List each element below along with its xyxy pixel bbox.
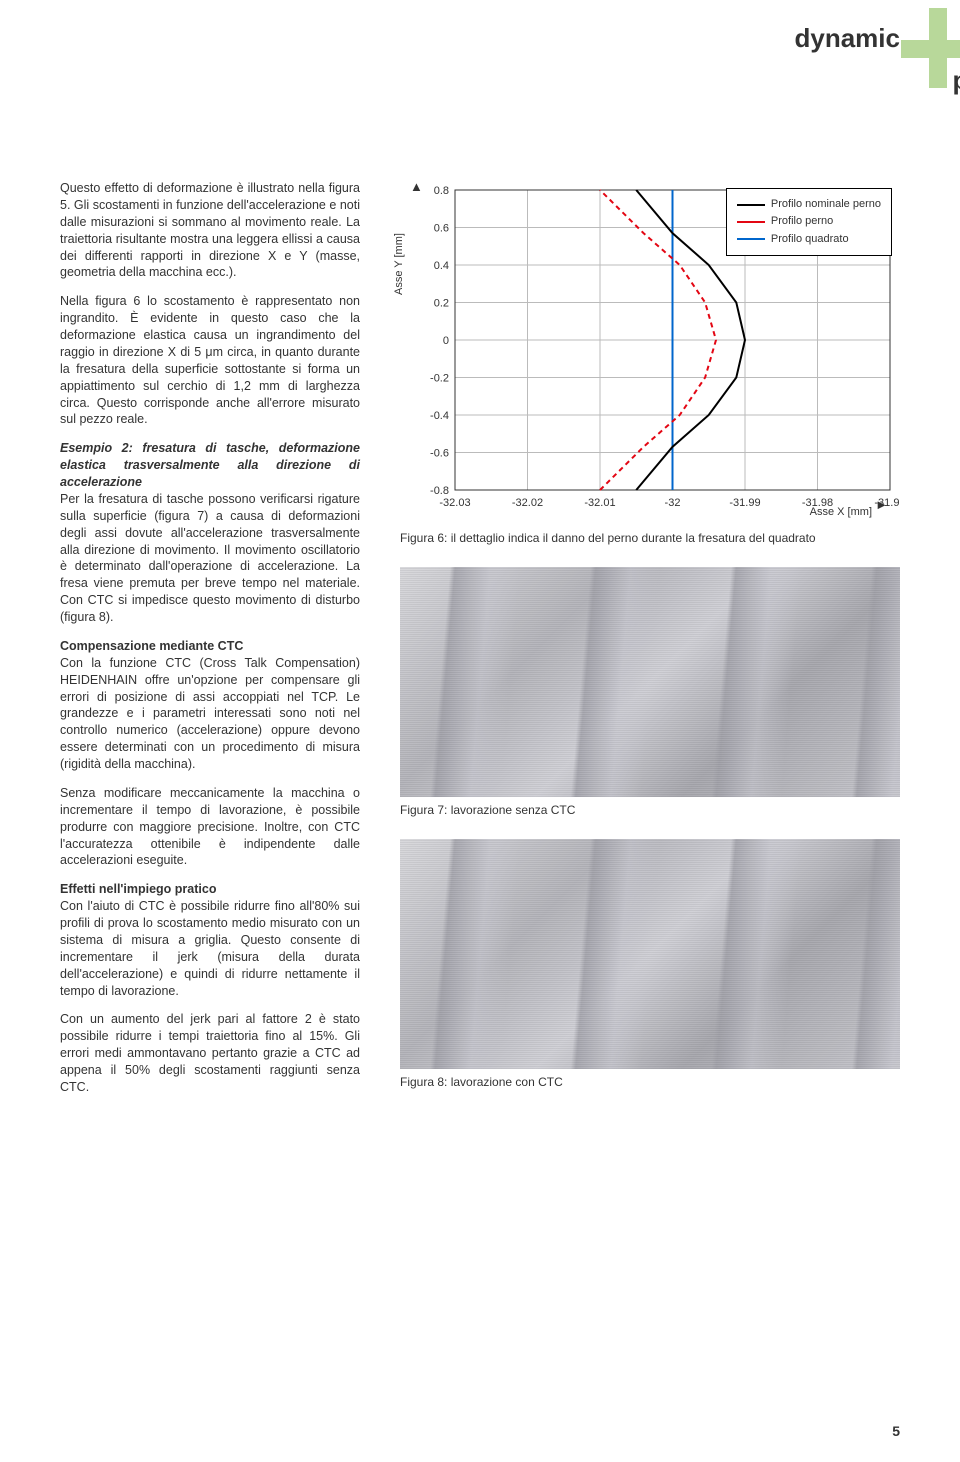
plus-horizontal — [901, 40, 960, 58]
svg-text:0: 0 — [443, 335, 449, 347]
para-4: Con la funzione CTC (Cross Talk Compensa… — [60, 656, 360, 771]
chart-legend: Profilo nominale perno Profilo perno Pro… — [726, 188, 892, 256]
legend-swatch-perno — [737, 221, 765, 223]
y-axis-label: Asse Y [mm] — [392, 233, 407, 295]
logo-word-dynamic: dynamic — [795, 23, 901, 53]
svg-text:-0.2: -0.2 — [430, 373, 449, 385]
svg-text:-31.99: -31.99 — [729, 497, 760, 509]
svg-text:0.6: 0.6 — [434, 223, 449, 235]
header-logo: dynamic precision — [795, 20, 901, 56]
caption-fig7: Figura 7: lavorazione senza CTC — [400, 802, 900, 819]
legend-label-quad: Profilo quadrato — [771, 232, 849, 247]
x-axis-label: Asse X [mm] — [810, 505, 872, 520]
legend-label-nominal: Profilo nominale perno — [771, 197, 881, 212]
svg-text:-0.8: -0.8 — [430, 485, 449, 497]
legend-swatch-quad — [737, 238, 765, 240]
legend-row-nominal: Profilo nominale perno — [737, 197, 881, 212]
right-column: 0.8 0.6 0.4 0.2 0 -0.2 -0.4 -0.6 -0.8-32.03 -32.0… — [400, 180, 900, 1110]
heading-example2: Esempio 2: fresatura di tasche, deformaz… — [60, 441, 360, 489]
page-number: 5 — [892, 1422, 900, 1442]
left-column: Questo effetto di deformazione è illustr… — [60, 180, 360, 1108]
para-5: Senza modificare meccanicamente la macch… — [60, 785, 360, 869]
chart-figure6: 0.8 0.6 0.4 0.2 0 -0.2 -0.4 -0.6 -0.8-32.03 -32.0… — [400, 180, 900, 520]
x-axis-arrow-icon: ► — [875, 496, 888, 514]
heading-ctc: Compensazione mediante CTC — [60, 639, 243, 653]
para-7: Con un aumento del jerk pari al fattore … — [60, 1011, 360, 1095]
heading-effects: Effetti nell'impiego pratico — [60, 882, 216, 896]
legend-label-perno: Profilo perno — [771, 214, 833, 229]
caption-fig8: Figura 8: lavorazione con CTC — [400, 1074, 900, 1091]
para-1: Questo effetto di deformazione è illustr… — [60, 180, 360, 281]
svg-text:0.8: 0.8 — [434, 185, 449, 197]
figure7-photo — [400, 567, 900, 797]
legend-swatch-nominal — [737, 204, 765, 206]
y-axis-arrow-icon: ▲ — [410, 178, 423, 196]
svg-text:0.4: 0.4 — [434, 260, 449, 272]
caption-fig6: Figura 6: il dettaglio indica il danno d… — [400, 530, 900, 547]
svg-text:-32.01: -32.01 — [584, 497, 615, 509]
content-area: Questo effetto di deformazione è illustr… — [60, 180, 900, 1110]
figure8-photo — [400, 839, 900, 1069]
svg-text:-32.02: -32.02 — [512, 497, 543, 509]
legend-row-perno: Profilo perno — [737, 214, 881, 229]
svg-text:0.2: 0.2 — [434, 298, 449, 310]
para-2: Nella figura 6 lo scostamento è rapprese… — [60, 293, 360, 428]
svg-text:-0.4: -0.4 — [430, 410, 449, 422]
legend-row-quad: Profilo quadrato — [737, 232, 881, 247]
para-4-block: Compensazione mediante CTC Con la funzio… — [60, 638, 360, 773]
svg-text:-32: -32 — [665, 497, 681, 509]
para-3-block: Esempio 2: fresatura di tasche, deformaz… — [60, 440, 360, 626]
svg-text:-0.6: -0.6 — [430, 448, 449, 460]
para-6: Con l'aiuto di CTC è possibile ridurre f… — [60, 899, 360, 997]
logo-word-precision: precision — [953, 62, 960, 98]
svg-text:-32.03: -32.03 — [439, 497, 470, 509]
para-6-block: Effetti nell'impiego pratico Con l'aiuto… — [60, 881, 360, 999]
para-3: Per la fresatura di tasche possono verif… — [60, 492, 360, 624]
